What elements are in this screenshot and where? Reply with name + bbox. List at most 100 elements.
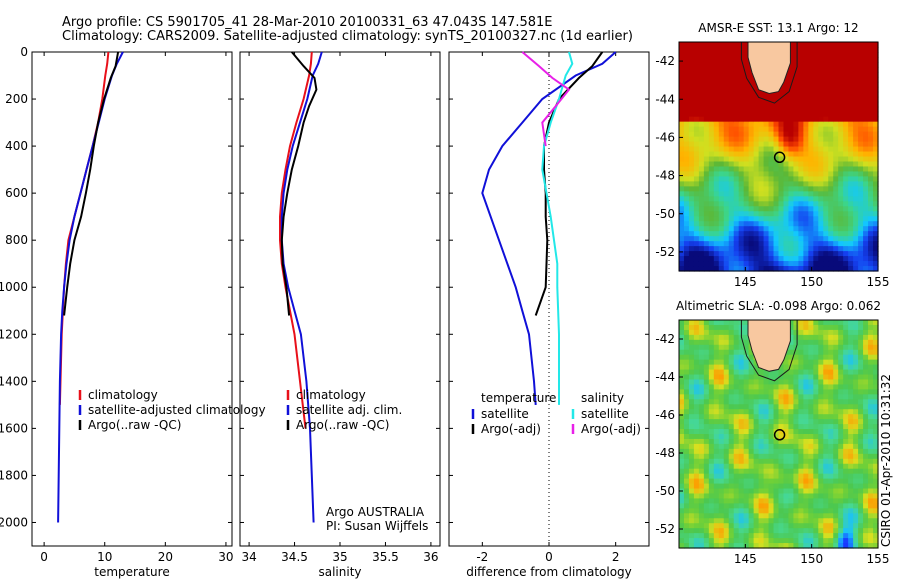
map-cell: [828, 533, 834, 539]
map-cell: [798, 181, 804, 187]
map-cell: [758, 414, 765, 420]
map-cell: [798, 438, 804, 445]
map-cell: [783, 186, 790, 192]
map-cell: [858, 379, 864, 386]
map-cell: [873, 181, 879, 187]
map-cell: [748, 266, 755, 272]
map-cell: [818, 443, 824, 450]
map-cell: [748, 181, 755, 187]
map-cell: [813, 151, 819, 158]
map-cell: [843, 146, 849, 153]
map-cell: [723, 334, 730, 341]
map-cell: [753, 478, 760, 485]
figure-title-line1: Argo profile: CS 5901705_41 28-Mar-2010 …: [62, 15, 553, 30]
map-cell: [728, 206, 735, 212]
map-cell: [833, 51, 839, 58]
map-cell: [803, 146, 809, 153]
map-cell: [679, 543, 685, 549]
map-cell: [863, 256, 869, 262]
map-cell: [803, 394, 809, 400]
map-cell: [728, 453, 735, 460]
map-cell: [688, 498, 695, 504]
map-cell: [813, 106, 819, 113]
map-cell: [728, 61, 735, 68]
map-title: Altimetric SLA: -0.098 Argo: 0.062: [676, 299, 881, 313]
map-cell: [838, 354, 844, 361]
map-cell: [698, 434, 705, 440]
map-cell: [718, 66, 725, 73]
map-cell: [693, 463, 700, 470]
map-cell: [788, 156, 795, 163]
map-cell: [758, 424, 765, 430]
map-cell: [818, 126, 824, 133]
map-cell: [818, 414, 824, 420]
map-cell: [798, 86, 804, 93]
map-cell: [823, 42, 829, 48]
map-cell: [718, 518, 725, 524]
map-cell: [818, 503, 824, 509]
map-cell: [828, 488, 834, 495]
map-cell: [848, 518, 854, 524]
map-cell: [718, 374, 725, 381]
map-cell: [838, 256, 844, 262]
map-cell: [798, 51, 804, 58]
map-cell: [688, 543, 695, 549]
map-cell: [793, 256, 799, 262]
map-cell: [823, 106, 829, 113]
map-cell: [738, 513, 745, 519]
map-cell: [808, 339, 814, 346]
map-cell: [838, 196, 844, 202]
map-cell: [688, 241, 695, 247]
map-cell: [688, 246, 695, 252]
map-cell: [773, 261, 780, 267]
map-cell: [708, 266, 715, 272]
map-cell: [793, 458, 799, 465]
map-cell: [803, 231, 809, 237]
map-cell: [718, 221, 725, 227]
map-cell: [683, 106, 690, 113]
map-cell: [788, 538, 795, 544]
map-cell: [833, 251, 839, 257]
map-cell: [793, 81, 799, 88]
map-cell: [833, 473, 839, 480]
map-cell: [733, 498, 740, 504]
map-cell: [743, 106, 750, 113]
map-cell: [798, 513, 804, 519]
map-cell: [708, 538, 715, 544]
map-cell: [708, 409, 715, 415]
map-cell: [763, 231, 770, 237]
map-cell: [873, 76, 879, 83]
map-cell: [748, 186, 755, 192]
map-cell: [858, 231, 864, 237]
map-cell: [713, 334, 720, 341]
map-cell: [743, 329, 750, 336]
map-cell: [813, 61, 819, 68]
x-tick-label: 0: [545, 550, 553, 564]
map-cell: [758, 196, 765, 202]
map-cell: [708, 136, 715, 143]
map-cell: [873, 86, 879, 93]
argo-location-marker: [773, 151, 786, 164]
map-cell: [858, 201, 864, 207]
map-cell: [733, 131, 740, 138]
map-cell: [723, 131, 730, 138]
map-cell: [718, 116, 725, 123]
map-cell: [788, 508, 795, 514]
map-cell: [748, 86, 755, 93]
map-cell: [868, 508, 874, 514]
series-line-salinity-argo-adj-: [521, 51, 571, 147]
map-cell: [798, 503, 804, 509]
map-cell: [718, 320, 725, 326]
map-cell: [713, 176, 720, 182]
map-cell: [753, 201, 760, 207]
map-cell: [738, 523, 745, 529]
map-cell: [688, 438, 695, 445]
map-cell: [833, 498, 839, 504]
map-cell: [858, 42, 864, 48]
map-cell: [838, 56, 844, 63]
map-cell: [833, 344, 839, 351]
map-cell: [843, 46, 849, 53]
map-cell: [818, 106, 824, 113]
map-cell: [858, 404, 864, 410]
map-cell: [863, 414, 869, 420]
